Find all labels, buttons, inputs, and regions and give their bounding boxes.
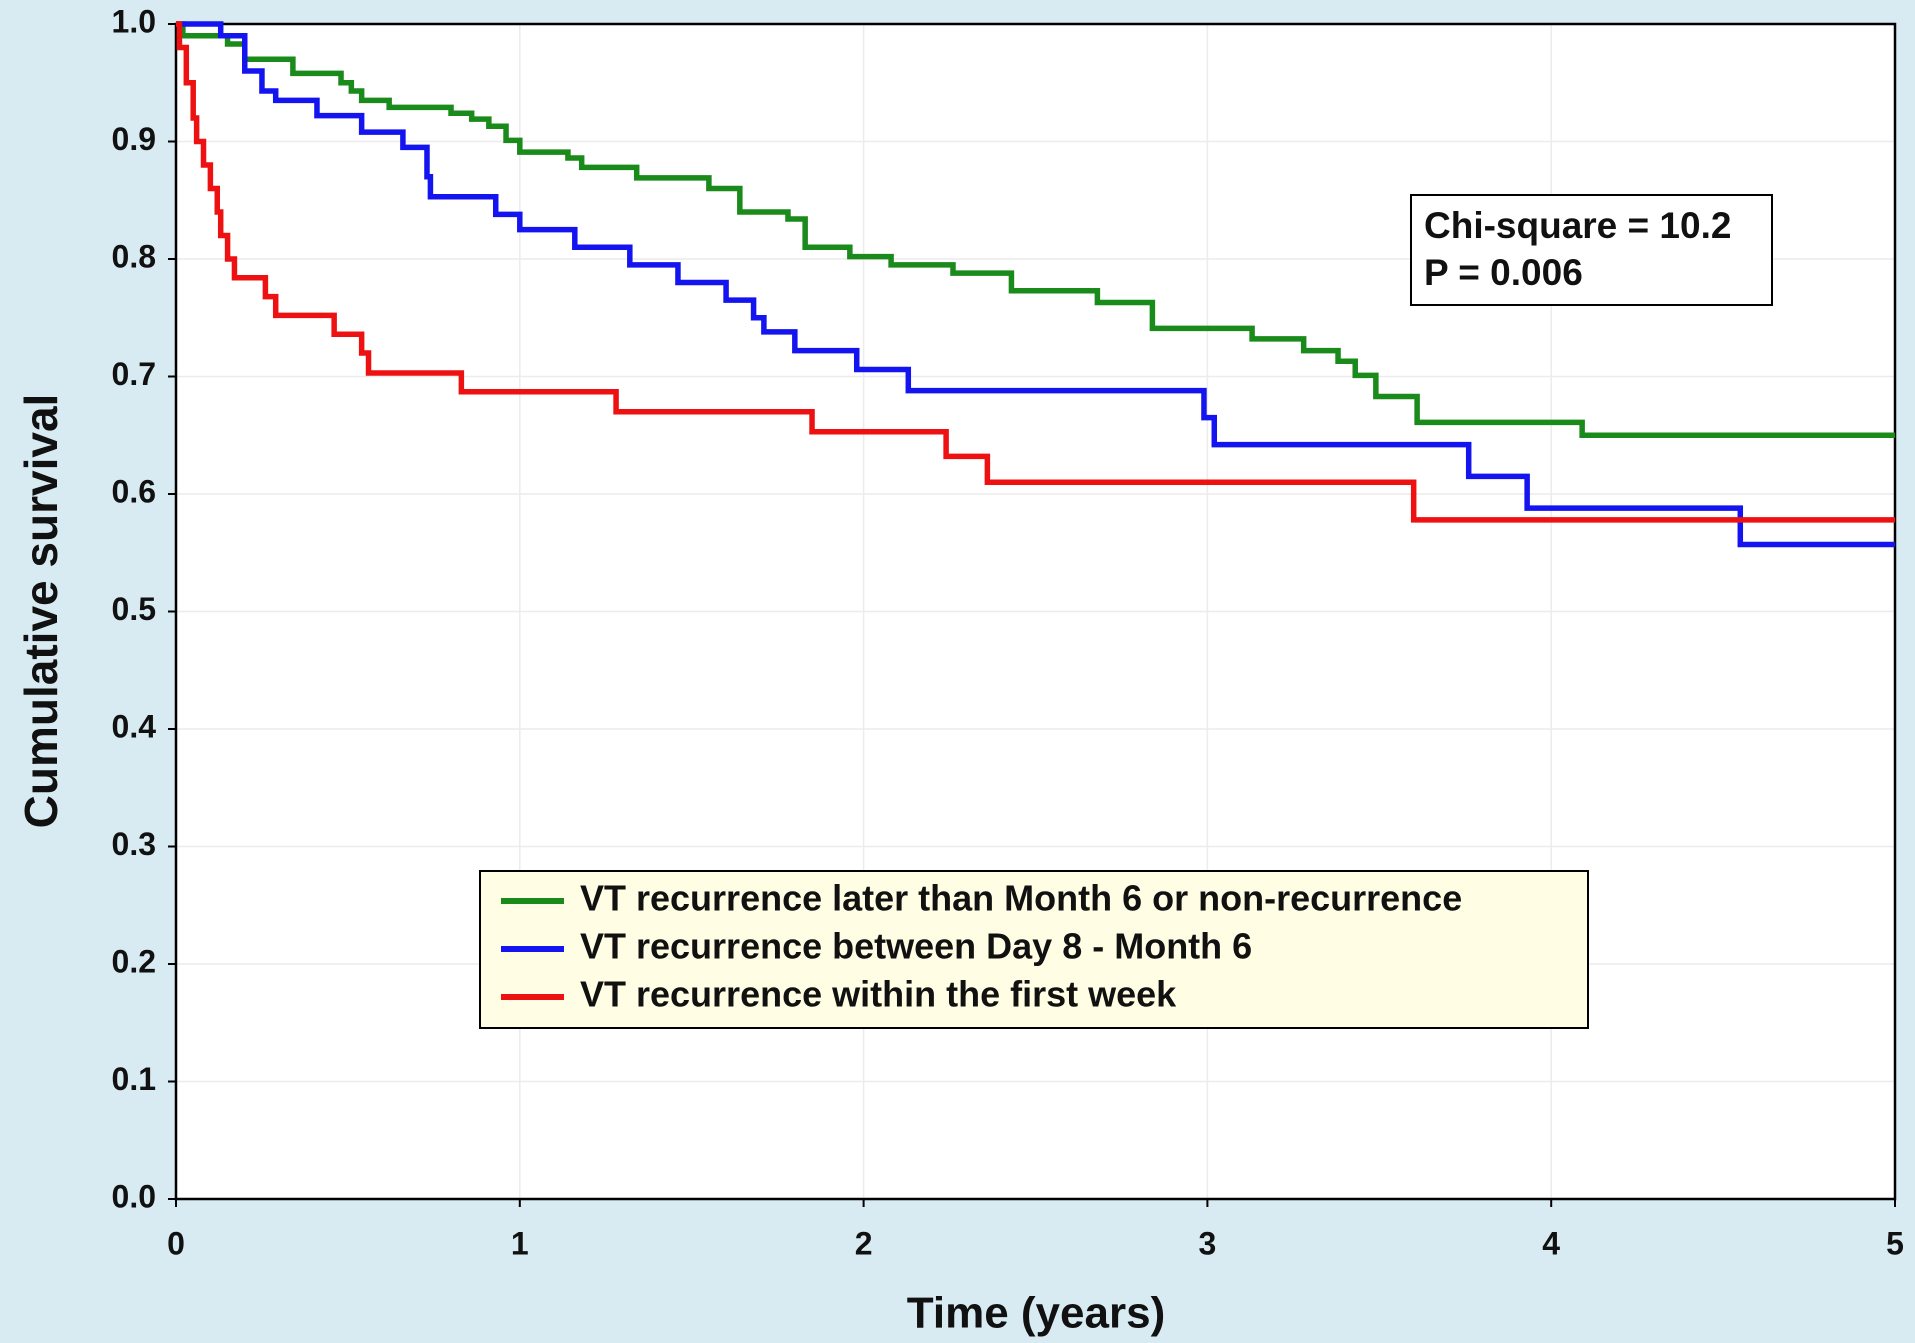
legend-box	[479, 870, 1589, 1029]
legend-label: VT recurrence between Day 8 - Month 6	[580, 926, 1252, 967]
survival-line	[176, 21, 1895, 548]
x-tick-label: 3	[1199, 1225, 1217, 1261]
annotation-box	[1410, 194, 1773, 306]
y-tick-label: 0.5	[112, 591, 156, 627]
x-axis-label: Time (years)	[907, 1289, 1165, 1338]
x-tick-label: 1	[511, 1225, 529, 1261]
y-tick-label: 0.0	[112, 1178, 156, 1214]
x-tick-label: 4	[1542, 1225, 1560, 1261]
y-tick-label: 0.2	[112, 943, 156, 979]
y-tick-label: 0.4	[112, 708, 157, 744]
y-tick-label: 0.3	[112, 826, 156, 862]
x-tick-label: 2	[855, 1225, 873, 1261]
legend-label: VT recurrence within the first week	[580, 974, 1177, 1015]
survival-line	[176, 21, 1895, 523]
y-tick-label: 0.7	[112, 356, 156, 392]
y-tick-label: 0.6	[112, 473, 156, 509]
y-tick-label: 0.9	[112, 121, 156, 157]
y-tick-label: 1.0	[112, 3, 156, 39]
annotation: Chi-square = 10.2	[1424, 205, 1731, 246]
survival-line	[176, 21, 1895, 438]
y-tick-label: 0.8	[112, 238, 156, 274]
plot-frame	[174, 22, 1897, 1201]
y-tick-label: 0.1	[112, 1061, 156, 1097]
x-tick-label: 0	[167, 1225, 185, 1261]
legend-label: VT recurrence later than Month 6 or non-…	[580, 878, 1462, 919]
x-tick-label: 5	[1886, 1225, 1904, 1261]
y-axis-label: Cumulative survival	[15, 394, 67, 829]
annotation: P = 0.006	[1424, 252, 1583, 293]
